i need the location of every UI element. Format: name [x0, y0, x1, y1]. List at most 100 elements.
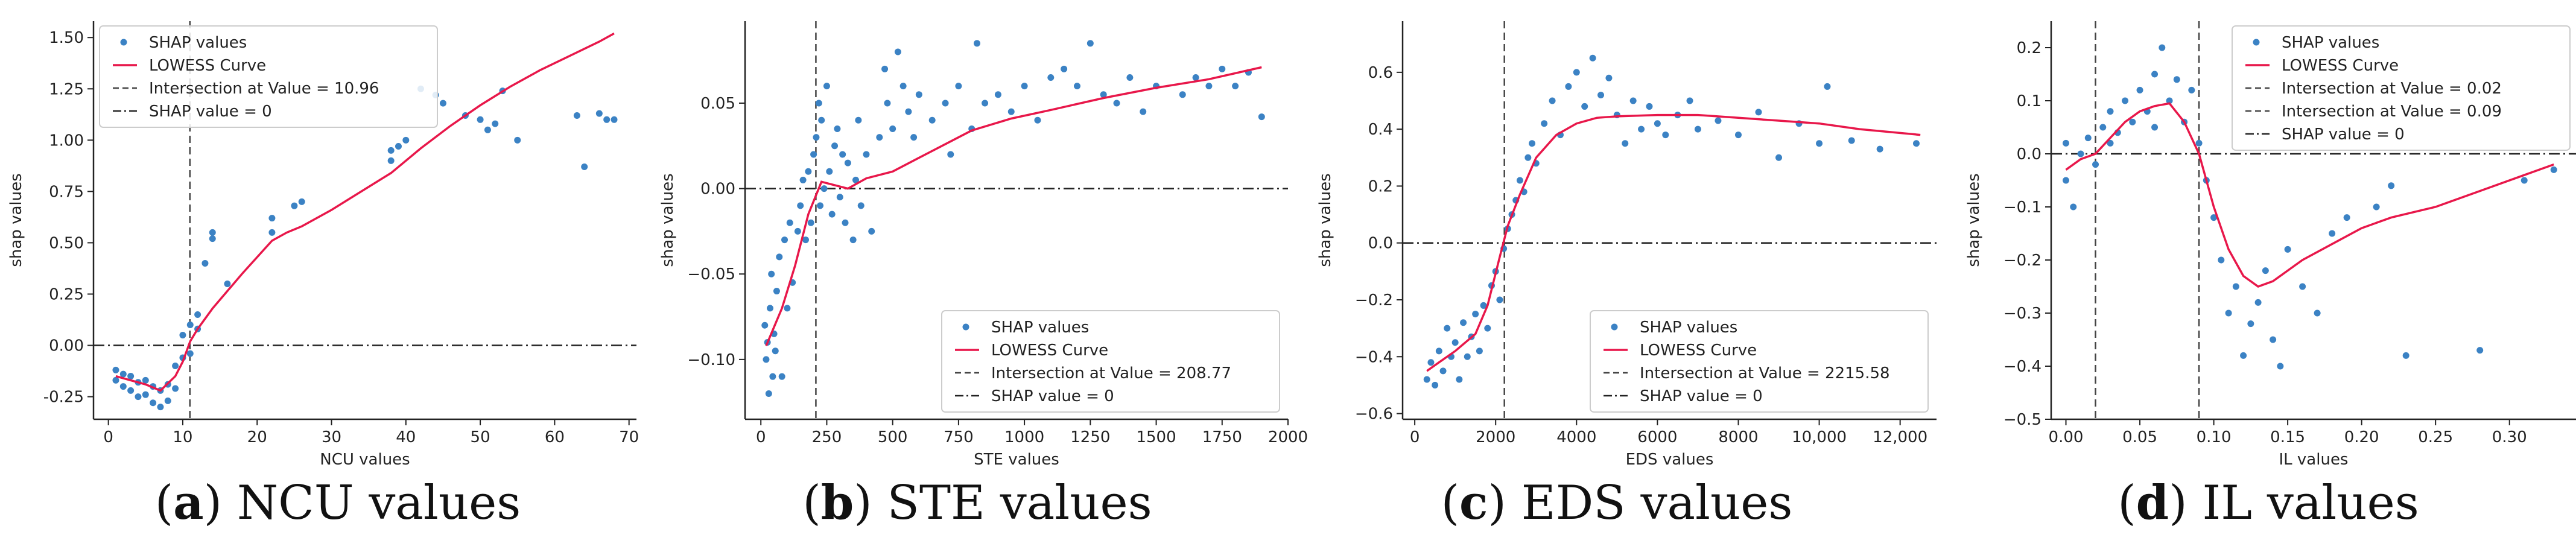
- x-tick-label: 60: [545, 428, 565, 446]
- data-point: [857, 202, 864, 209]
- y-tick-label: -0.25: [43, 388, 84, 407]
- data-point: [2159, 44, 2166, 51]
- lowess-curve: [1426, 113, 1921, 372]
- data-point: [784, 305, 791, 312]
- legend-label: SHAP value = 0: [149, 103, 272, 121]
- data-point: [1646, 103, 1653, 110]
- data-point: [852, 176, 859, 183]
- data-point: [1192, 74, 1199, 81]
- lowess-curve: [2065, 102, 2554, 288]
- data-point: [127, 373, 135, 380]
- legend-marker-points: [2253, 39, 2260, 46]
- data-point: [2520, 177, 2528, 184]
- x-tick-label: 0.05: [2122, 428, 2157, 446]
- y-tick-label: 0.05: [700, 95, 735, 113]
- data-point: [595, 110, 603, 117]
- data-point: [112, 376, 119, 384]
- data-point: [1638, 125, 1645, 133]
- data-point: [794, 227, 801, 235]
- data-point: [2240, 352, 2247, 359]
- data-point: [947, 151, 954, 158]
- legend-marker-points: [1611, 323, 1618, 331]
- data-point: [581, 163, 588, 171]
- data-point: [2277, 363, 2284, 370]
- data-point: [1629, 97, 1637, 104]
- data-point: [1496, 296, 1503, 303]
- data-point: [2232, 283, 2239, 290]
- data-point: [2210, 214, 2218, 221]
- x-tick-label: 70: [619, 428, 639, 446]
- y-tick-label: −0.6: [1355, 405, 1393, 423]
- data-point: [514, 136, 521, 144]
- data-point: [781, 236, 788, 244]
- data-point: [1480, 302, 1487, 309]
- x-tick-label: 30: [322, 428, 341, 446]
- data-point: [1589, 54, 1596, 62]
- y-tick-label: 0.4: [1368, 121, 1393, 139]
- data-point: [994, 91, 1001, 98]
- data-point: [1755, 109, 1762, 116]
- data-point: [201, 259, 209, 267]
- data-point: [1824, 83, 1831, 90]
- x-tick-label: 4000: [1556, 428, 1596, 446]
- data-point: [2129, 118, 2136, 125]
- data-point: [1686, 97, 1693, 104]
- data-point: [2063, 139, 2070, 147]
- x-tick-label: 0.25: [2418, 428, 2453, 446]
- data-point: [2225, 309, 2232, 317]
- y-tick-label: −0.2: [1355, 291, 1393, 309]
- x-tick-label: 0: [756, 428, 766, 446]
- y-tick-label: −0.3: [2003, 305, 2041, 323]
- data-point: [1460, 319, 1467, 326]
- data-point: [1140, 108, 1147, 115]
- data-point: [1047, 74, 1055, 81]
- x-tick-label: 0.20: [2344, 428, 2379, 446]
- data-point: [1073, 83, 1080, 90]
- data-point: [2092, 161, 2099, 168]
- x-tick-label: 1750: [1202, 428, 1242, 446]
- x-tick-label: 0.10: [2197, 428, 2232, 446]
- data-point: [1694, 125, 1701, 133]
- data-point: [1007, 108, 1015, 115]
- data-point: [799, 176, 807, 183]
- legend-label: SHAP value = 0: [1640, 387, 1763, 405]
- data-point: [492, 120, 499, 127]
- data-point: [973, 40, 980, 47]
- y-tick-label: 1.25: [49, 80, 84, 98]
- x-tick-label: 1000: [1004, 428, 1044, 446]
- data-point: [955, 83, 962, 90]
- data-point: [1464, 353, 1471, 360]
- data-point: [863, 151, 870, 158]
- y-tick-label: 0.1: [2017, 92, 2041, 110]
- y-tick-label: 0.0: [1368, 235, 1393, 253]
- legend-label: LOWESS Curve: [991, 341, 1108, 360]
- y-tick-label: 0.00: [49, 337, 84, 355]
- x-tick-label: 500: [878, 428, 908, 446]
- x-tick-label: 40: [396, 428, 416, 446]
- data-point: [1816, 140, 1823, 147]
- legend-label: SHAP values: [2282, 34, 2379, 52]
- data-point: [876, 134, 883, 141]
- y-axis-label: shap values: [7, 173, 25, 267]
- data-point: [761, 322, 769, 329]
- data-point: [813, 134, 820, 141]
- legend-label: Intersection at Value = 2215.58: [1640, 364, 1890, 382]
- caption-b: (b) STE values: [802, 475, 1152, 530]
- data-point: [826, 168, 833, 175]
- data-point: [402, 136, 410, 144]
- x-tick-label: 10,000: [1792, 428, 1847, 446]
- data-point: [2329, 230, 2336, 237]
- data-point: [2373, 203, 2380, 211]
- data-point: [881, 65, 889, 72]
- data-point: [119, 383, 127, 390]
- x-tick-label: 2000: [1476, 428, 1515, 446]
- data-point: [2314, 309, 2321, 317]
- data-point: [573, 112, 580, 119]
- legend-label: Intersection at Value = 208.77: [991, 364, 1231, 382]
- data-point: [828, 211, 836, 218]
- data-point: [802, 236, 809, 244]
- data-point: [805, 168, 812, 175]
- data-point: [112, 366, 119, 373]
- data-point: [1219, 65, 1226, 72]
- data-point: [1715, 117, 1722, 124]
